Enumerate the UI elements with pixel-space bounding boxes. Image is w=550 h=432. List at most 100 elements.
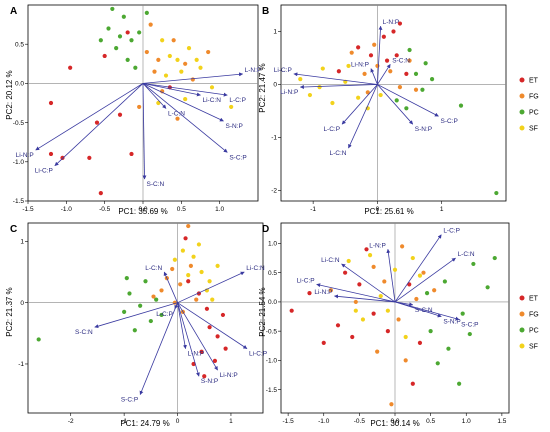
point-pc [127,291,132,296]
point-et [394,53,399,58]
point-sf [156,100,161,106]
loading-label: S-C:N [392,57,410,64]
point-sf [378,293,383,299]
point-pc [143,279,148,284]
point-sf [410,255,415,261]
point-pc [394,98,399,103]
loading-arrow [341,263,396,303]
point-fg [403,358,408,363]
point-sf [317,85,322,90]
legend-bottom: ET FG PC SF [519,295,539,351]
loading-label: Li-N:P [280,89,298,96]
y-tick-label-a: -1.5 [13,198,25,205]
point-et [307,291,312,296]
plot-frame-c [27,222,264,414]
legend-top: ET FG PC SF [519,77,539,133]
point-et [117,112,123,117]
panel-letter-a: A [10,6,17,17]
point-et [336,69,341,74]
point-sf [207,279,212,284]
point-pc [110,6,115,12]
point-et [68,65,73,70]
point-fg [206,49,211,55]
x-tick-label-a: 1.0 [215,206,224,213]
loading-arrow [177,271,245,304]
legend-marker-pc [519,109,525,115]
loading-label: Li-N:P [351,62,369,69]
point-pc [442,279,447,284]
point-pc [138,303,143,308]
point-et [183,236,188,241]
point-et [356,45,361,50]
loading-arrow [386,248,396,302]
point-pc [420,87,425,92]
loading-arrow [177,302,200,377]
y-tick-label-a: -0.5 [13,120,25,127]
loading-label: S-C:P [229,154,246,161]
loading-arrow [163,271,178,303]
x-tick-label-d: -1.0 [318,418,330,425]
point-sf [180,248,185,253]
point-sf [179,69,184,74]
loading-label: L-C:N [145,265,162,272]
loading-label: Li-N:P [16,152,34,159]
point-pc [124,276,129,281]
y-tick-label-d: 0.0 [268,299,277,306]
x-tick-label-d: 0.5 [426,418,435,425]
loading-arrow [341,84,378,125]
point-sf [320,66,325,71]
y-tick-label-b: -1 [271,135,277,142]
point-pc [36,337,41,342]
point-sf [307,92,313,98]
loading-arrow [177,302,218,371]
point-pc [404,106,409,111]
point-sf [353,308,358,313]
x-tick-label-a: -0.5 [99,206,111,213]
loading-label: L-N:P [245,67,262,74]
y-axis-title-b: PC2: 21.47 % [258,63,267,112]
point-sf [198,65,203,70]
legend-marker-sf [519,125,525,131]
legend-marker-pc [519,327,525,333]
point-pc [129,38,134,43]
y-tick-label-a: 0.5 [15,41,24,48]
point-pc [428,329,433,334]
loading-label: S-C:P [461,321,478,328]
y-tick-label-d: 0.5 [268,270,277,277]
point-et [207,325,212,330]
y-tick-label-d: -1.0 [266,358,278,365]
point-sf [346,258,351,264]
point-sf [172,257,177,262]
point-pc [132,328,137,333]
x-axis-title-d: PC1: 30.14 % [370,419,419,428]
loading-arrow [94,302,178,329]
point-pc [424,291,430,296]
point-fg [194,297,199,302]
legend-label-sf: SF [529,344,538,351]
point-fg [328,288,333,293]
loading-arrow [142,83,228,97]
point-et [60,155,65,160]
x-tick-label-d: -1.5 [283,418,295,425]
loading-arrow [142,72,244,84]
point-fg [178,282,183,287]
loading-label: S-N:P [443,319,460,326]
point-sf [194,57,199,62]
x-tick-label-b: 1 [440,206,444,213]
point-pc [446,346,451,351]
loading-arrow [142,83,224,122]
loading-label: L-C:N [168,110,185,117]
point-sf [199,269,204,275]
point-et [48,100,54,106]
legend-marker-fg [519,93,525,99]
point-fg [151,294,156,299]
loading-arrow [293,72,378,85]
point-et [186,279,191,284]
point-fg [137,104,142,110]
point-et [191,361,196,367]
point-fg [388,69,393,74]
loading-label: S-C:P [121,397,138,404]
legend-label-sf: SF [529,126,538,133]
loading-arrow [54,83,144,167]
point-et [410,381,415,386]
